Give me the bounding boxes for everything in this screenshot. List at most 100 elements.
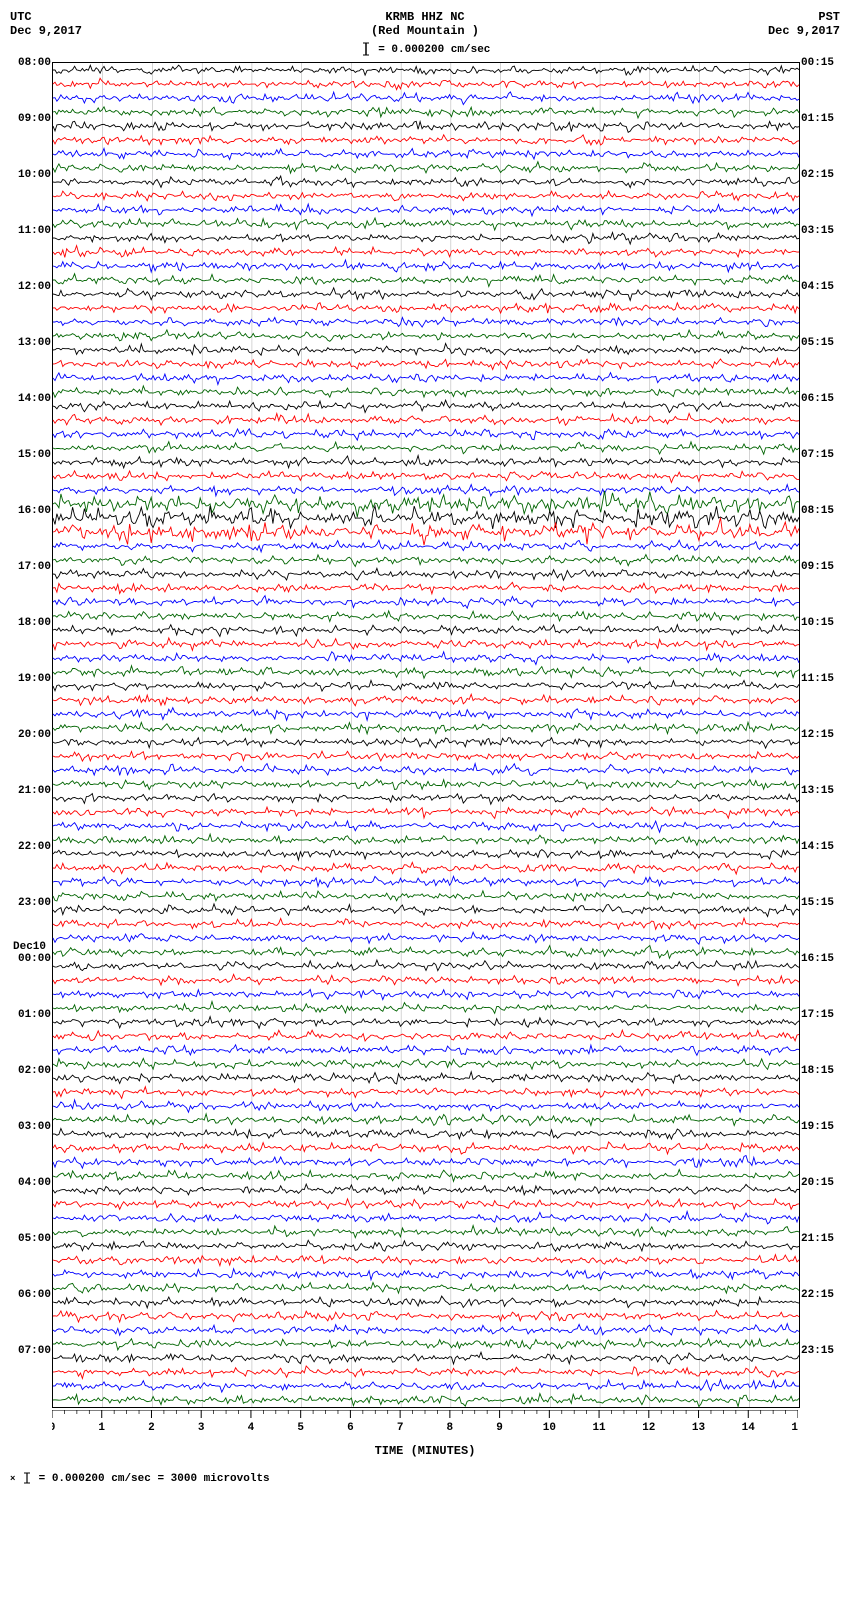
seismic-trace [53, 77, 799, 91]
seismic-trace [53, 1197, 799, 1211]
helicorder-plot: 08:0000:1509:0001:1510:0002:1511:0003:15… [52, 62, 800, 1408]
footer-scale: × = 0.000200 cm/sec = 3000 microvolts [10, 1472, 840, 1485]
trace-row [53, 483, 799, 497]
seismic-trace [53, 469, 799, 483]
seismic-trace [53, 455, 799, 469]
x-axis-ticks: 0123456789101112131415 [52, 1410, 798, 1440]
seismic-trace [53, 749, 799, 763]
pst-time-label: 08:15 [801, 505, 839, 517]
trace-row [53, 581, 799, 595]
seismic-trace [53, 1099, 799, 1113]
seismic-trace [53, 1001, 799, 1015]
trace-row [53, 1099, 799, 1113]
trace-row [53, 1211, 799, 1225]
seismic-trace [53, 1029, 799, 1043]
seismic-trace [53, 777, 799, 791]
seismic-trace [53, 987, 799, 1001]
seismic-trace [53, 679, 799, 693]
seismic-trace [53, 959, 799, 973]
seismic-trace [53, 133, 799, 147]
pst-time-label: 13:15 [801, 785, 839, 797]
pst-time-label: 01:15 [801, 113, 839, 125]
trace-row [53, 1085, 799, 1099]
trace-row [53, 413, 799, 427]
seismic-trace [53, 1225, 799, 1239]
seismic-trace [53, 1351, 799, 1365]
trace-row [53, 385, 799, 399]
trace-row [53, 105, 799, 119]
utc-date: Dec 9,2017 [10, 24, 110, 38]
trace-row [53, 91, 799, 105]
pst-date: Dec 9,2017 [740, 24, 840, 38]
seismic-trace [53, 119, 799, 133]
seismic-trace [53, 231, 799, 245]
utc-time-label: 01:00 [13, 1009, 51, 1021]
trace-row [53, 1267, 799, 1281]
svg-text:9: 9 [496, 1422, 503, 1434]
trace-row [53, 1197, 799, 1211]
seismic-trace [53, 623, 799, 637]
seismic-trace [53, 1267, 799, 1281]
seismic-trace [53, 1155, 799, 1169]
seismic-trace [53, 917, 799, 931]
seismic-trace [53, 931, 799, 945]
trace-row [53, 357, 799, 371]
trace-row: 20:0012:15 [53, 735, 799, 749]
utc-time-label: 14:00 [13, 393, 51, 405]
trace-row: 07:0023:15 [53, 1351, 799, 1365]
footer-text: = 0.000200 cm/sec = 3000 microvolts [39, 1473, 270, 1485]
trace-row [53, 1155, 799, 1169]
pst-time-label: 10:15 [801, 617, 839, 629]
seismic-trace [53, 245, 799, 259]
trace-row [53, 1365, 799, 1379]
pst-time-label: 09:15 [801, 561, 839, 573]
trace-row [53, 1281, 799, 1295]
seismic-trace [53, 1295, 799, 1309]
seismic-trace [53, 371, 799, 385]
seismic-trace [53, 329, 799, 343]
trace-row: 10:0002:15 [53, 175, 799, 189]
seismic-trace [53, 875, 799, 889]
seismic-trace [53, 819, 799, 833]
seismic-trace [53, 161, 799, 175]
utc-time-label: 18:00 [13, 617, 51, 629]
trace-row [53, 525, 799, 539]
pst-time-label: 17:15 [801, 1009, 839, 1021]
seismic-trace [53, 847, 799, 861]
seismic-trace [53, 1393, 799, 1407]
pst-time-label: 16:15 [801, 953, 839, 965]
trace-row [53, 1323, 799, 1337]
trace-row [53, 1043, 799, 1057]
trace-row: 14:0006:15 [53, 399, 799, 413]
svg-text:0: 0 [52, 1422, 55, 1434]
svg-text:10: 10 [543, 1422, 556, 1434]
seismic-trace [53, 91, 799, 105]
pst-time-label: 20:15 [801, 1177, 839, 1189]
trace-row: 13:0005:15 [53, 343, 799, 357]
seismic-trace [53, 581, 799, 595]
utc-time-label: 17:00 [13, 561, 51, 573]
trace-row: 18:0010:15 [53, 623, 799, 637]
seismic-trace [53, 595, 799, 609]
trace-row: Dec1000:0016:15 [53, 959, 799, 973]
day-change-label: Dec10 [13, 941, 46, 953]
trace-row [53, 427, 799, 441]
trace-row [53, 1309, 799, 1323]
seismic-trace [53, 483, 799, 497]
trace-row [53, 77, 799, 91]
seismic-trace [53, 1365, 799, 1379]
seismic-trace [53, 273, 799, 287]
pst-time-label: 21:15 [801, 1233, 839, 1245]
seismic-trace [53, 721, 799, 735]
pst-time-label: 22:15 [801, 1289, 839, 1301]
trace-row [53, 637, 799, 651]
utc-time-label: 16:00 [13, 505, 51, 517]
seismic-trace [53, 441, 799, 455]
trace-row [53, 833, 799, 847]
seismic-trace [53, 1183, 799, 1197]
trace-row [53, 931, 799, 945]
trace-row [53, 203, 799, 217]
seismic-trace [53, 497, 799, 511]
utc-time-label: 13:00 [13, 337, 51, 349]
utc-time-label: 07:00 [13, 1345, 51, 1357]
